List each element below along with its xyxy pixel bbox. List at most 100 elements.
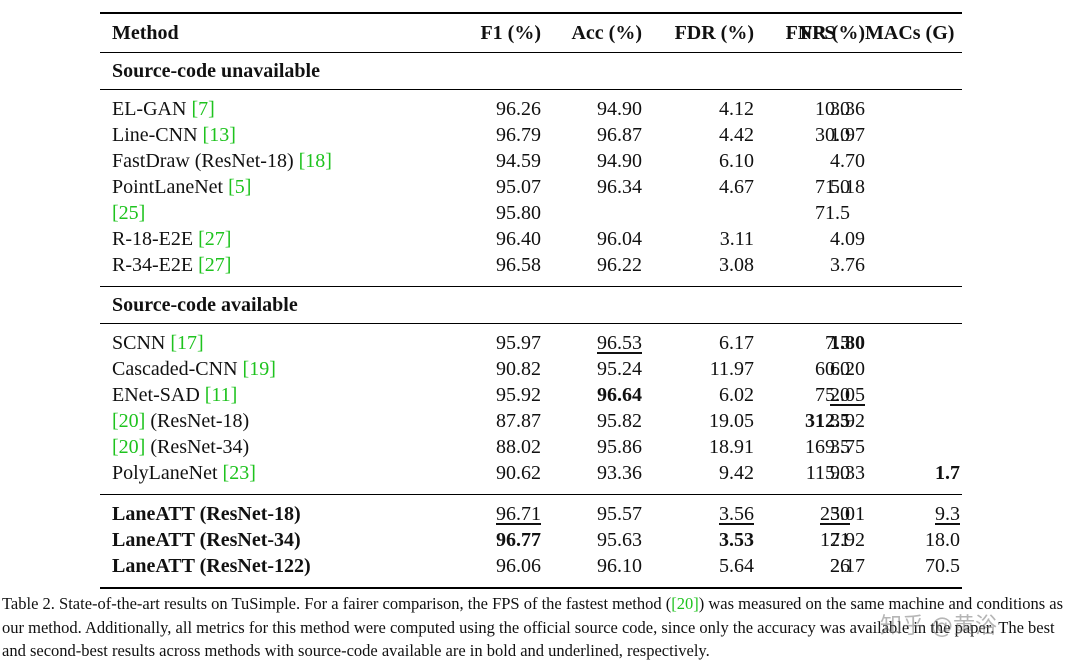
f1-cell: 95.07 <box>496 176 541 198</box>
acc-cell: 96.04 <box>597 228 642 250</box>
f1-cell: 90.62 <box>496 462 541 484</box>
table-row: R-18-E2E [27] 96.40 96.04 3.11 4.09 <box>100 226 962 252</box>
method-name: LaneATT (ResNet-34) <box>112 529 301 551</box>
header-fps: FPS <box>800 22 836 44</box>
acc-cell: 95.63 <box>597 529 642 551</box>
citation-link[interactable]: [27] <box>198 228 232 250</box>
macs-cell: 1.7 <box>935 462 960 484</box>
header-rule <box>100 52 962 53</box>
table-row: PolyLaneNet [23] 90.62 93.36 9.42 9.33 115.0 1… <box>100 460 962 486</box>
table-row: EL-GAN [7] 96.26 94.90 4.12 3.36 10.0 <box>100 96 962 122</box>
fdr-cell: 3.11 <box>719 228 754 250</box>
fdr-cell: 6.02 <box>719 384 754 406</box>
method-cell: [25] <box>112 200 145 226</box>
method-cell: R-18-E2E [27] <box>112 226 231 252</box>
f1-cell: 88.02 <box>496 436 541 458</box>
header-method: Method <box>112 22 179 44</box>
method-cell: [20] (ResNet-34) <box>112 434 249 460</box>
citation-link[interactable]: [11] <box>204 384 238 406</box>
fnr-cell: 9.33 <box>830 462 865 484</box>
fdr-cell: 11.97 <box>709 358 754 380</box>
table-row: [20] (ResNet-18) 87.87 95.82 19.05 3.92 312.5 <box>100 408 962 434</box>
fps-cell: 169.5 <box>805 436 850 458</box>
citation-link[interactable]: [20] <box>112 410 146 432</box>
macs-cell: 18.0 <box>925 529 960 551</box>
table-row: [20] (ResNet-34) 88.02 95.86 18.91 3.75 169.5 <box>100 434 962 460</box>
method-name: ENet-SAD <box>112 384 205 406</box>
fps-cell: 10.0 <box>815 98 850 120</box>
table-row: LaneATT (ResNet-18) 96.71 95.57 3.56 3.01 250… <box>100 501 962 527</box>
fps-cell: 115.0 <box>805 462 850 484</box>
header-fnr: FNR (%) <box>785 22 865 44</box>
f1-cell: 96.06 <box>496 555 541 577</box>
citation-link[interactable]: [19] <box>242 358 276 380</box>
method-cell: [20] (ResNet-18) <box>112 408 249 434</box>
acc-cell: 94.90 <box>597 98 642 120</box>
f1-cell: 95.97 <box>496 332 541 354</box>
citation-link[interactable]: [20] <box>112 436 146 458</box>
acc-cell: 93.36 <box>597 462 642 484</box>
caption-text-1: Table 2. State-of-the-art results on TuS… <box>2 594 672 613</box>
citation-link[interactable]: [23] <box>222 462 256 484</box>
section-title-text: Source-code available <box>112 294 298 316</box>
section-rule <box>100 89 962 90</box>
method-cell: PolyLaneNet [23] <box>112 460 256 486</box>
method-cell: SCNN [17] <box>112 330 204 356</box>
header-f1: F1 (%) <box>480 22 541 44</box>
macs-cell: 9.3 <box>935 503 960 525</box>
caption-citation-link[interactable]: [20] <box>671 594 699 613</box>
fnr-cell: 2.92 <box>830 529 865 551</box>
table-top-rule <box>100 12 962 14</box>
citation-link[interactable]: [25] <box>112 202 146 224</box>
fdr-cell: 5.64 <box>719 555 754 577</box>
fps-cell: 26 <box>830 555 850 577</box>
acc-cell: 94.90 <box>597 150 642 172</box>
f1-cell: 96.77 <box>496 529 541 551</box>
fnr-cell: 3.76 <box>830 254 865 276</box>
method-name: LaneATT (ResNet-18) <box>112 503 301 525</box>
method-cell: ENet-SAD [11] <box>112 382 237 408</box>
table-header-row: Method F1 (%) Acc (%) FDR (%) FNR (%) FP… <box>100 14 962 52</box>
method-name: R-34-E2E <box>112 254 199 276</box>
method-name: R-18-E2E <box>112 228 199 250</box>
fps-cell: 60.0 <box>815 358 850 380</box>
method-cell: R-34-E2E [27] <box>112 252 231 278</box>
method-cell: FastDraw (ResNet-18) [18] <box>112 148 332 174</box>
table-row: PointLaneNet [5] 95.07 96.34 4.67 5.18 71.0 <box>100 174 962 200</box>
method-name: FastDraw (ResNet-18) <box>112 150 299 172</box>
f1-cell: 96.40 <box>496 228 541 250</box>
f1-cell: 96.79 <box>496 124 541 146</box>
fps-cell: 250 <box>820 503 850 525</box>
f1-cell: 95.80 <box>496 202 541 224</box>
fdr-cell: 4.42 <box>719 124 754 146</box>
citation-link[interactable]: [17] <box>170 332 204 354</box>
table-bottom-rule <box>100 587 962 589</box>
fnr-cell: 1.80 <box>830 332 865 354</box>
section-title: Source-code available <box>100 287 962 323</box>
method-name: PointLaneNet <box>112 176 229 198</box>
table-row: SCNN [17] 95.97 96.53 6.17 1.80 7.5 <box>100 330 962 356</box>
fps-cell: 171 <box>820 529 850 551</box>
citation-link[interactable]: [7] <box>191 98 215 120</box>
fps-cell: 7.5 <box>825 332 850 354</box>
table-row: Line-CNN [13] 96.79 96.87 4.42 1.97 30.0 <box>100 122 962 148</box>
table-row: FastDraw (ResNet-18) [18] 94.59 94.90 6.10 4… <box>100 148 962 174</box>
fdr-cell: 18.91 <box>709 436 754 458</box>
fdr-cell: 4.12 <box>719 98 754 120</box>
method-cell: LaneATT (ResNet-122) <box>112 553 311 579</box>
method-cell: Line-CNN [13] <box>112 122 236 148</box>
fdr-cell: 3.53 <box>719 529 754 551</box>
citation-link[interactable]: [18] <box>298 150 332 172</box>
acc-cell: 96.87 <box>597 124 642 146</box>
citation-link[interactable]: [27] <box>198 254 232 276</box>
fnr-cell: 3.75 <box>830 436 865 458</box>
acc-cell: 96.22 <box>597 254 642 276</box>
citation-link[interactable]: [13] <box>202 124 236 146</box>
fps-cell: 312.5 <box>805 410 850 432</box>
f1-cell: 90.82 <box>496 358 541 380</box>
acc-cell: 95.86 <box>597 436 642 458</box>
citation-link[interactable]: [5] <box>228 176 252 198</box>
f1-cell: 96.71 <box>496 503 541 525</box>
fdr-cell: 6.17 <box>719 332 754 354</box>
fnr-cell: 4.09 <box>830 228 865 250</box>
